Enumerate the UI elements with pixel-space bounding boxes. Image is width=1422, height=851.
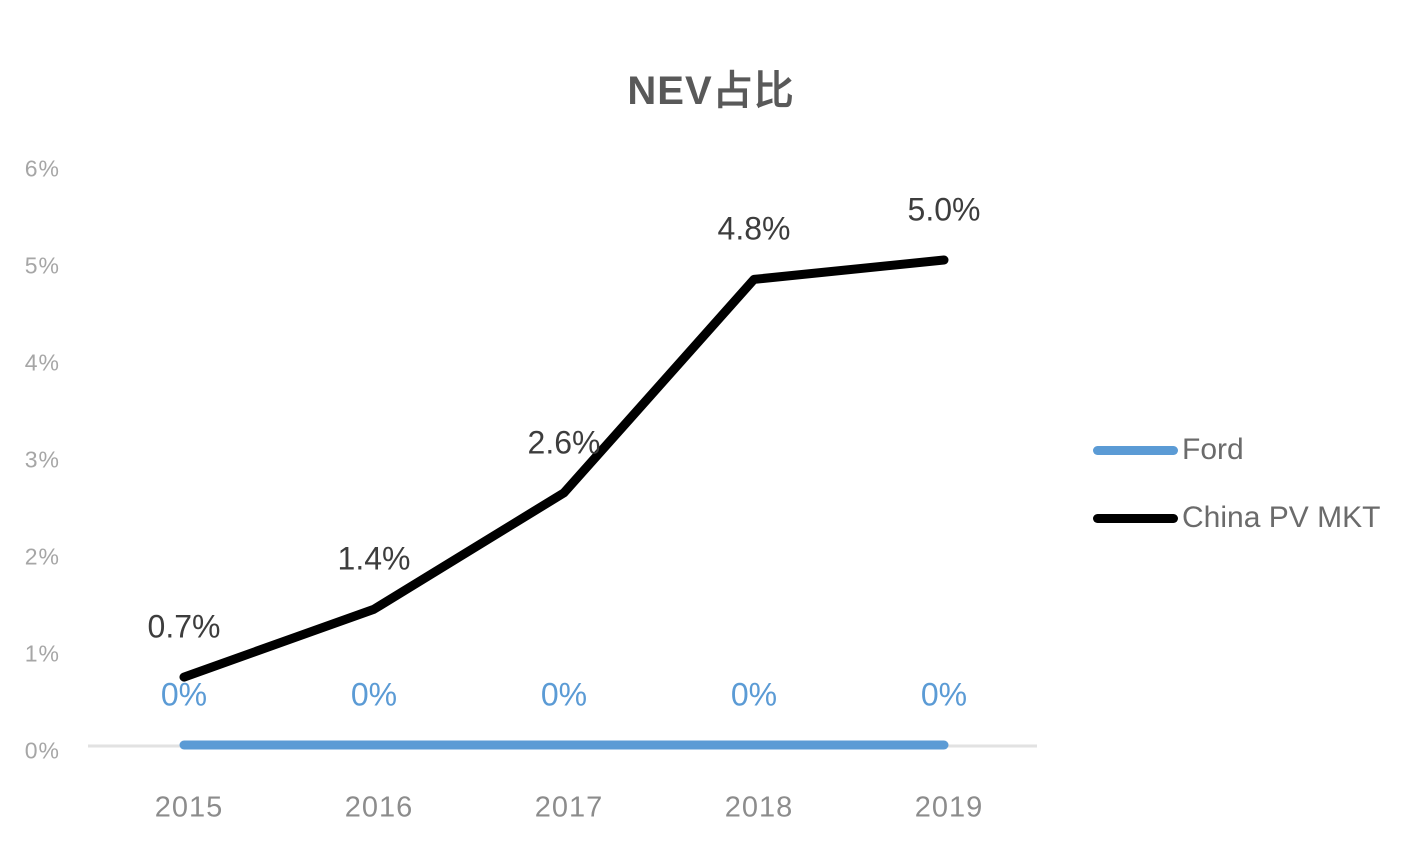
legend-label-ford: Ford (1182, 433, 1244, 466)
y-tick-5: 5% (24, 252, 60, 279)
legend-item-china-pv-mkt[interactable]: China PV MKT (1093, 498, 1380, 538)
x-tick-2015: 2015 (154, 791, 224, 824)
ford-series-swatch (1093, 445, 1178, 455)
x-tick-2019: 2019 (914, 791, 984, 824)
data-label-china-pv-mkt-2019: 5.0% (907, 191, 981, 228)
series-line-china-pv-mkt (179, 255, 949, 682)
data-label-china-pv-mkt-2017: 2.6% (527, 424, 601, 461)
y-tick-2: 2% (24, 543, 60, 570)
data-label-ford-2019: 0% (920, 676, 968, 713)
y-tick-1: 1% (24, 640, 60, 667)
data-label-ford-2015: 0% (160, 676, 208, 713)
data-label-ford-2018: 0% (730, 676, 778, 713)
chart-title: NEV占比 (627, 69, 795, 113)
data-label-ford-2017: 0% (540, 676, 588, 713)
data-label-china-pv-mkt-2018: 4.8% (717, 210, 791, 247)
y-tick-6: 6% (24, 155, 60, 182)
legend-label-china-pv-mkt: China PV MKT (1182, 501, 1381, 534)
x-tick-2018: 2018 (724, 791, 794, 824)
china-pv-mkt-series-swatch (1093, 513, 1178, 523)
data-label-china-pv-mkt-2016: 1.4% (337, 540, 411, 577)
data-label-ford-2016: 0% (350, 676, 398, 713)
y-tick-0: 0% (24, 737, 60, 764)
y-tick-4: 4% (24, 349, 60, 376)
x-tick-2017: 2017 (534, 791, 604, 824)
x-tick-2016: 2016 (344, 791, 414, 824)
data-label-china-pv-mkt-2015: 0.7% (147, 608, 221, 645)
legend-item-ford[interactable]: Ford (1093, 430, 1244, 470)
y-tick-3: 3% (24, 446, 60, 473)
